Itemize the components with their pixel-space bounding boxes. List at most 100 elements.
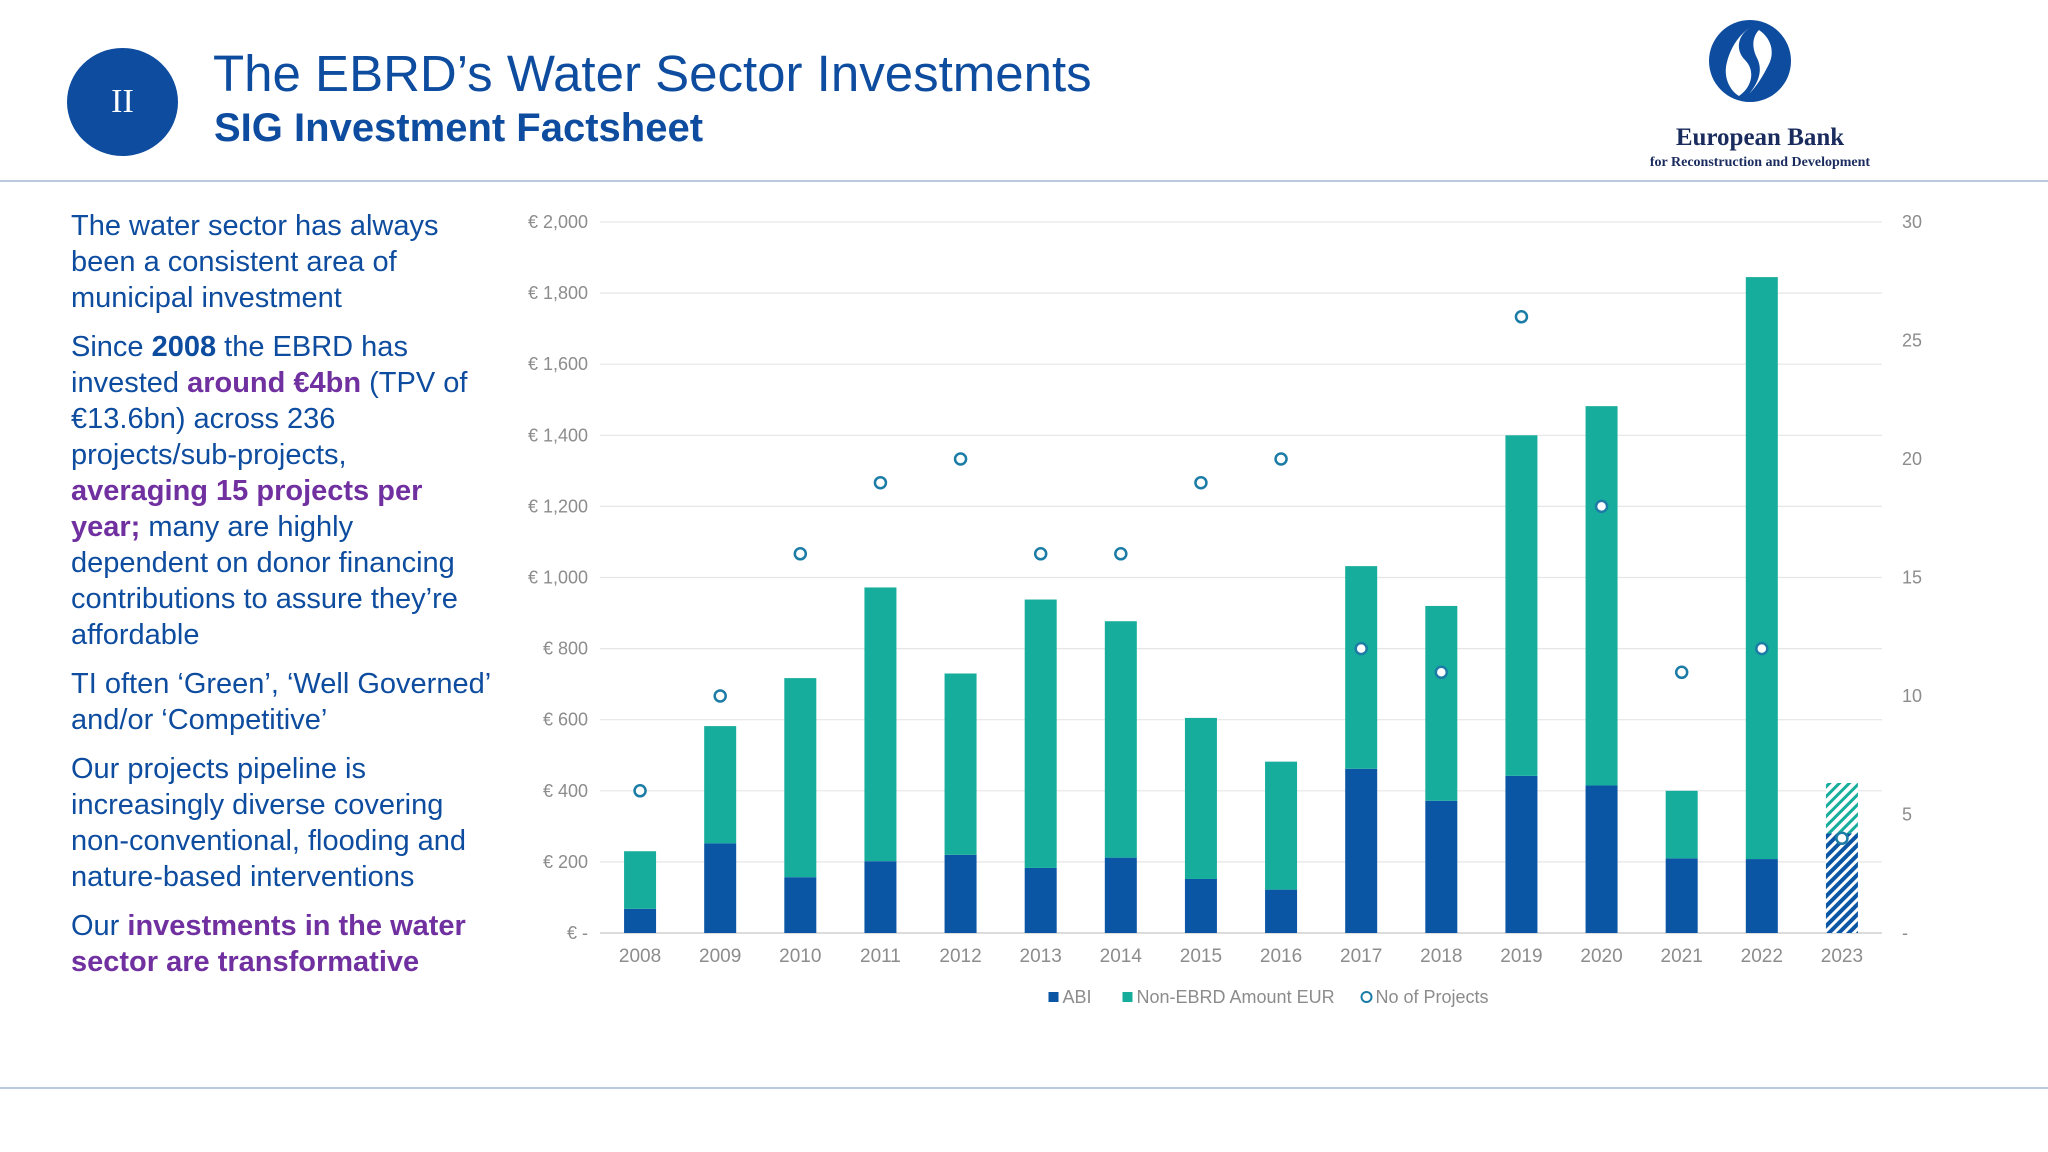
x-tick-label: 2014 xyxy=(1100,946,1143,967)
bar-abi-2008 xyxy=(624,908,657,933)
y-left-tick-label: € 1,800 xyxy=(528,283,588,303)
y-left-tick-label: € 200 xyxy=(543,852,588,872)
page-subtitle: SIG Investment Factsheet xyxy=(214,106,704,150)
x-tick-label: 2010 xyxy=(779,946,821,967)
bar-non-ebrd-2013 xyxy=(1024,599,1057,868)
y-right-tick-label: 20 xyxy=(1902,449,1922,469)
header-divider xyxy=(0,180,2048,182)
y-left-tick-label: € - xyxy=(567,923,588,943)
x-tick-label: 2016 xyxy=(1260,946,1302,967)
bar-non-ebrd-2019 xyxy=(1505,435,1538,776)
bar-abi-2012 xyxy=(944,854,977,933)
bar-abi-2015 xyxy=(1184,878,1217,933)
ebrd-logo-icon xyxy=(1709,20,1791,102)
legend-swatch-projects xyxy=(1360,991,1373,1003)
point-projects-2008 xyxy=(633,784,647,798)
x-tick-label: 2017 xyxy=(1340,946,1382,967)
y-right-tick-label: 10 xyxy=(1902,686,1922,706)
x-tick-label: 2012 xyxy=(939,946,981,967)
x-tick-label: 2018 xyxy=(1420,946,1462,967)
legend-swatch-abi xyxy=(1048,992,1059,1002)
bar-non-ebrd-2008 xyxy=(624,851,657,909)
bar-abi-2023 xyxy=(1825,833,1858,933)
logo-bank-name: European Bank xyxy=(1675,124,1845,151)
point-projects-2020 xyxy=(1594,499,1609,514)
bar-abi-2021 xyxy=(1665,858,1698,933)
bar-abi-2010 xyxy=(784,877,817,933)
bar-non-ebrd-2014 xyxy=(1104,621,1137,858)
section-badge: II xyxy=(67,48,178,156)
x-tick-label: 2021 xyxy=(1661,946,1703,967)
y-left-tick-label: € 2,000 xyxy=(528,212,588,232)
point-projects-2014 xyxy=(1114,547,1128,561)
point-projects-2016 xyxy=(1274,452,1288,466)
bar-abi-2022 xyxy=(1745,859,1778,933)
x-tick-label: 2015 xyxy=(1180,946,1222,967)
summary-paragraph-5: Our investments in the water sector are … xyxy=(71,910,466,978)
y-right-tick-label: - xyxy=(1902,923,1908,943)
y-left-tick-label: € 800 xyxy=(543,639,588,659)
x-tick-label: 2019 xyxy=(1500,946,1542,967)
bar-abi-2019 xyxy=(1505,775,1538,933)
x-tick-label: 2022 xyxy=(1741,946,1783,967)
point-projects-2012 xyxy=(953,452,968,466)
point-projects-2021 xyxy=(1674,665,1689,680)
header: II The EBRD’s Water Sector Investments S… xyxy=(0,0,2048,181)
bar-non-ebrd-2012 xyxy=(944,673,977,855)
x-tick-label: 2013 xyxy=(1020,946,1062,967)
y-right-tick-label: 30 xyxy=(1902,212,1922,232)
summary-text: The water sector has always been a consi… xyxy=(71,208,491,993)
bar-non-ebrd-2020 xyxy=(1585,406,1618,786)
y-left-tick-label: € 1,600 xyxy=(528,354,588,374)
y-left-tick-label: € 1,400 xyxy=(528,425,588,445)
point-projects-2022 xyxy=(1755,641,1769,656)
bar-non-ebrd-2017 xyxy=(1345,566,1378,769)
summary-paragraph-3: TI often ‘Green’, ‘Well Governed’ and/or… xyxy=(71,668,491,736)
bar-abi-2011 xyxy=(864,861,897,933)
bar-non-ebrd-2023 xyxy=(1825,782,1858,834)
bar-non-ebrd-2011 xyxy=(864,587,897,862)
point-projects-2019 xyxy=(1514,310,1529,324)
x-tick-label: 2020 xyxy=(1580,946,1622,967)
bar-non-ebrd-2010 xyxy=(784,678,817,878)
y-left-tick-label: € 1,000 xyxy=(528,568,588,588)
legend-label: Non-EBRD Amount EUR xyxy=(1137,987,1335,1007)
bar-abi-2020 xyxy=(1585,785,1618,933)
point-projects-2018 xyxy=(1434,665,1449,680)
legend-swatch-non-ebrd xyxy=(1122,992,1133,1002)
y-left-tick-label: € 600 xyxy=(543,710,588,730)
bar-non-ebrd-2016 xyxy=(1265,761,1298,890)
ebrd-logo: European Bank for Reconstruction and Dev… xyxy=(1600,14,1920,170)
point-projects-2015 xyxy=(1194,475,1208,490)
bar-non-ebrd-2022 xyxy=(1745,277,1778,860)
summary-paragraph-2: Since 2008 the EBRD has invested around … xyxy=(71,331,468,651)
point-projects-2010 xyxy=(793,547,808,561)
point-projects-2023 xyxy=(1835,831,1849,845)
x-tick-label: 2009 xyxy=(699,946,741,967)
point-projects-2013 xyxy=(1033,547,1048,561)
y-right-tick-label: 25 xyxy=(1902,331,1922,351)
page-title: The EBRD’s Water Sector Investments xyxy=(213,45,1092,102)
bar-abi-2016 xyxy=(1265,889,1298,933)
legend-label: ABI xyxy=(1063,987,1092,1007)
bar-non-ebrd-2018 xyxy=(1425,605,1458,801)
x-tick-label: 2011 xyxy=(860,946,901,967)
x-tick-label: 2008 xyxy=(619,946,661,967)
legend-label: No of Projects xyxy=(1376,987,1489,1007)
summary-paragraph-1: The water sector has always been a consi… xyxy=(71,210,439,314)
summary-paragraph-4: Our projects pipeline is increasingly di… xyxy=(71,753,467,893)
x-tick-label: 2023 xyxy=(1821,946,1863,967)
bar-abi-2014 xyxy=(1104,857,1137,933)
bar-abi-2009 xyxy=(704,843,737,933)
point-projects-2011 xyxy=(873,475,888,490)
point-projects-2017 xyxy=(1354,641,1368,656)
investment-chart: € - € 200 € 400 € 600 € 800 € 1,000 € 1,200 € 1… xyxy=(528,212,1922,1007)
point-projects-2009 xyxy=(713,689,727,703)
y-right-tick-label: 5 xyxy=(1902,805,1912,825)
bar-abi-2013 xyxy=(1024,867,1057,933)
footer-divider xyxy=(0,1087,2048,1089)
y-left-tick-label: € 400 xyxy=(543,781,588,801)
bar-abi-2018 xyxy=(1425,800,1458,933)
y-left-tick-label: € 1,200 xyxy=(528,496,588,516)
bar-non-ebrd-2015 xyxy=(1184,717,1217,879)
